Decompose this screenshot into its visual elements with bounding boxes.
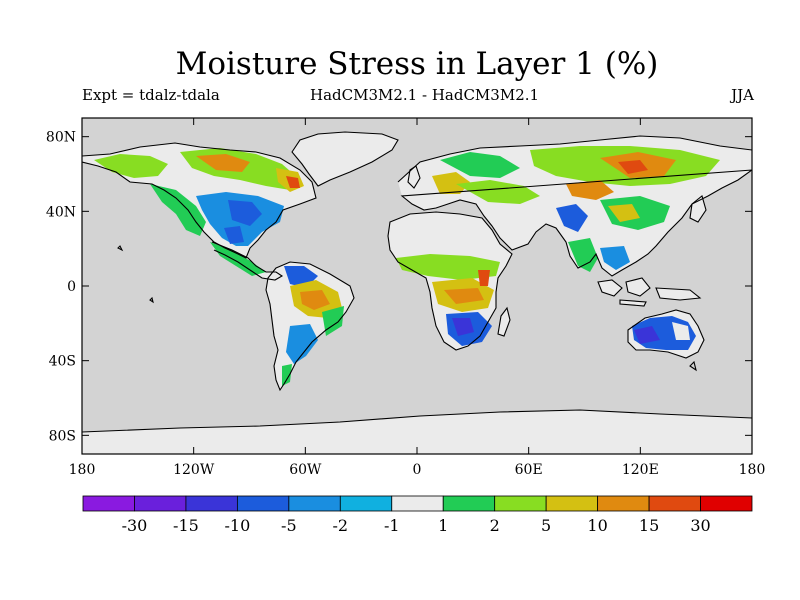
- colorbar-swatch: [391, 495, 444, 512]
- madagascar-landmass: [498, 308, 510, 336]
- lon-tick-label: 120E: [622, 462, 659, 478]
- field-mexico-green: [210, 242, 266, 276]
- field-central-asia-blue: [556, 204, 588, 232]
- colorbar-label: -2: [333, 516, 349, 535]
- colorbar-label: -30: [122, 516, 148, 535]
- lon-tick-label: 0: [413, 462, 422, 478]
- field-us-darkblue: [224, 200, 262, 244]
- lat-tick-label: 40S: [49, 354, 76, 370]
- field-canada-orange: [196, 154, 250, 172]
- field-se-asia-blue: [600, 246, 630, 270]
- field-sa-south-blue: [286, 324, 318, 364]
- field-europe-green: [456, 180, 540, 204]
- field-africa-orange: [444, 288, 484, 304]
- colorbar-swatch: [545, 495, 599, 512]
- colorbar-label: 15: [639, 516, 659, 535]
- colorbar-swatch: [648, 495, 701, 512]
- colorbar-swatch: [700, 495, 753, 512]
- lat-tick-label: 40N: [46, 204, 76, 220]
- field-europe-yellow: [432, 172, 470, 194]
- field-hudson-red: [286, 176, 300, 188]
- colorbar-label: 30: [690, 516, 710, 535]
- greenland-landmass: [292, 132, 398, 186]
- colorbar-swatch: [494, 495, 547, 512]
- colorbar-label: -10: [225, 516, 251, 535]
- colorbar-swatch: [82, 495, 135, 512]
- colorbar: -30 -15 -10 -5 -2 -1 1 2 5 10 15 30: [82, 495, 753, 535]
- lon-tick-label: 180: [739, 462, 766, 478]
- lat-tick-label: 0: [67, 279, 76, 295]
- lon-tick-label: 120W: [173, 462, 215, 478]
- field-china-yellow: [608, 204, 640, 222]
- colorbar-swatch: [236, 495, 290, 512]
- field-australia-east-light: [672, 322, 690, 340]
- colorbar-label: -1: [384, 516, 400, 535]
- lon-tick-label: 60W: [289, 462, 322, 478]
- colorbar-swatch: [288, 495, 341, 512]
- field-south-africa-darkblue: [452, 318, 474, 336]
- colorbar-label: 10: [587, 516, 607, 535]
- field-india-green: [568, 238, 598, 272]
- colorbar-swatch: [339, 495, 393, 512]
- experiment-label: Expt = tdalz-tdala: [82, 86, 220, 104]
- coastlines: [82, 131, 752, 433]
- colorbar-swatch: [442, 495, 496, 512]
- colorbar-swatch: [185, 495, 238, 512]
- field-sa-amazon-orange: [300, 290, 330, 310]
- antarctica-landmass: [82, 410, 752, 454]
- figure-title: Moisture Stress in Layer 1 (%): [175, 46, 659, 82]
- field-australia-purple: [634, 326, 660, 344]
- colorbar-label: 5: [541, 516, 551, 535]
- lon-tick-label: 180: [69, 462, 96, 478]
- field-sahel-green: [396, 254, 500, 280]
- field-kazakh-orange: [566, 180, 614, 200]
- field-patagonia-green: [282, 364, 292, 386]
- colorbar-label: -15: [173, 516, 199, 535]
- axis-ticks: 80N 40N 0 40S 80S 180 120W 60W 0 60E 120E 180: [46, 118, 765, 478]
- colorbar-label: 1: [438, 516, 448, 535]
- map-content: [82, 131, 752, 454]
- colorbar-swatch: [134, 495, 187, 512]
- field-west-us-green: [150, 184, 206, 236]
- field-scandinavia-green: [440, 152, 520, 178]
- colorbar-label: 2: [490, 516, 500, 535]
- field-siberia-red: [618, 160, 648, 174]
- lat-tick-label: 80S: [49, 428, 76, 444]
- colorbar-swatch: [597, 495, 650, 512]
- colorbar-label: -5: [281, 516, 297, 535]
- lat-tick-label: 80N: [46, 130, 76, 146]
- season-label: JJA: [731, 86, 754, 104]
- lon-tick-label: 60E: [515, 462, 543, 478]
- field-east-africa-red: [478, 270, 490, 286]
- model-label: HadCM3M2.1 - HadCM3M2.1: [310, 86, 540, 104]
- field-alaska-green: [94, 154, 168, 178]
